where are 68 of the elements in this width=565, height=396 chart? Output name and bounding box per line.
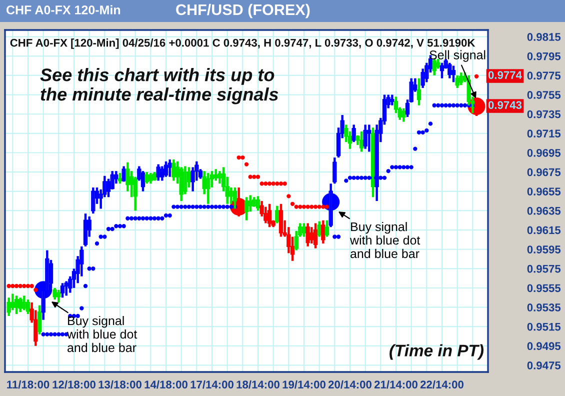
point [306,204,310,209]
point [22,284,26,288]
y-tick-label: 0.9475 [527,362,561,370]
point [302,204,306,209]
point [290,202,295,206]
y-tick-label: 0.9635 [527,206,561,215]
x-tick-label: 18/14:00 [236,380,280,389]
x-tick-label: 17/14:00 [190,380,234,389]
point [298,204,302,209]
point [310,204,314,209]
annotation: Buy signal with blue dot and blue bar [350,222,420,258]
point [34,288,38,292]
point [275,182,280,186]
text: CHF A0-FX 120-Min [6,5,120,14]
y-tick-label: 0.9575 [527,264,561,273]
point [317,204,322,209]
y-tick-label: 0.9735 [527,110,561,118]
x-tick-label: 21/14:00 [374,380,418,389]
point [324,204,330,209]
point [236,155,241,160]
y-tick-label: 0.9495 [527,342,561,350]
x-tick-label: 13/18:00 [98,380,142,389]
y-tick-label: 0.9815 [527,33,561,41]
y-tick-label: 0.9775 [527,72,561,80]
y-tick-label: 0.9695 [527,148,561,157]
point [278,182,284,186]
point [286,194,291,198]
x-tick-label: 11/18:00 [7,380,50,389]
point [244,162,249,166]
annotation: See this chart with its up to the minute real-time signals [40,68,278,104]
point [282,182,287,186]
point [30,284,34,288]
y-tick-label: 0.9715 [527,130,561,138]
point [26,284,30,288]
y-tick-label: 0.9615 [527,226,561,234]
point [313,204,318,209]
point [474,74,479,78]
x-tick-label: 22/14:00 [420,380,464,389]
annotation: (Time in PT) [390,344,484,360]
annotation: Buy signal with blue dot and blue bar [66,316,138,352]
text: 0.9774 [488,71,522,79]
point [6,284,11,288]
x-tick-label: 12/18:00 [52,380,96,389]
y-tick-label: 0.9515 [527,322,561,331]
y-tick-label: 0.9595 [527,246,561,254]
point [18,284,22,288]
x-tick-label: 14/18:00 [144,380,188,389]
point [10,284,15,288]
point [264,182,268,186]
y-tick-label: 0.9555 [527,284,561,292]
point [294,204,298,209]
text: 0.9743 [488,101,522,109]
x-tick-label: 19/14:00 [282,380,326,389]
text: CHF A0-FX [120-Min] 04/25/16 +0.0001 C 0.9743, H 0.9747, L 0.9733, O 0.9742, V 51.9190K [10,38,476,49]
point [321,204,326,209]
point [267,182,272,186]
y-tick-label: 0.9795 [527,52,561,60]
y-tick-label: 0.9535 [527,304,561,312]
y-tick-label: 0.9655 [527,188,561,196]
point [256,174,260,179]
y-tick-label: 0.9675 [527,168,561,176]
point [14,284,19,288]
annotation: Sell signal [430,50,486,62]
x-tick-label: 20/14:00 [328,380,372,389]
point [240,155,245,160]
chart-title: CHF/USD (FOREX) [176,4,310,18]
y-tick-label: 0.9755 [527,90,561,99]
point [252,174,256,179]
